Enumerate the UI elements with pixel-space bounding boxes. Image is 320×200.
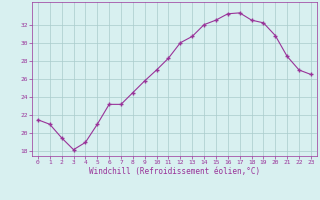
X-axis label: Windchill (Refroidissement éolien,°C): Windchill (Refroidissement éolien,°C): [89, 167, 260, 176]
